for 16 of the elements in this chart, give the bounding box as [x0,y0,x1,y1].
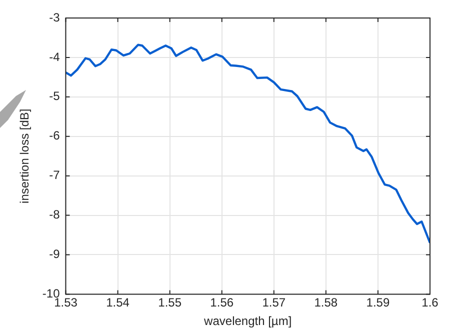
y-tick-label: -7 [49,168,60,182]
x-axis-title: wavelength [µm] [203,314,292,328]
y-tick-label: -5 [49,89,60,104]
x-tick-label: 1.59 [366,296,390,310]
x-tick-label: 1.54 [106,296,130,310]
y-tick-label: -4 [49,50,60,64]
y-axis-title: insertion loss [dB] [18,108,32,204]
y-tick-label: -3 [49,10,60,24]
x-tick-label: 1.58 [314,296,338,310]
x-tick-label: 1.56 [210,296,234,310]
x-tick-label: 1.6 [422,296,439,310]
x-tick-label: 1.55 [158,296,182,310]
y-tick-label: -9 [49,247,60,262]
y-tick-label: -8 [49,208,60,222]
y-tick-label: -6 [49,128,60,143]
x-tick-label: 1.57 [262,296,286,310]
